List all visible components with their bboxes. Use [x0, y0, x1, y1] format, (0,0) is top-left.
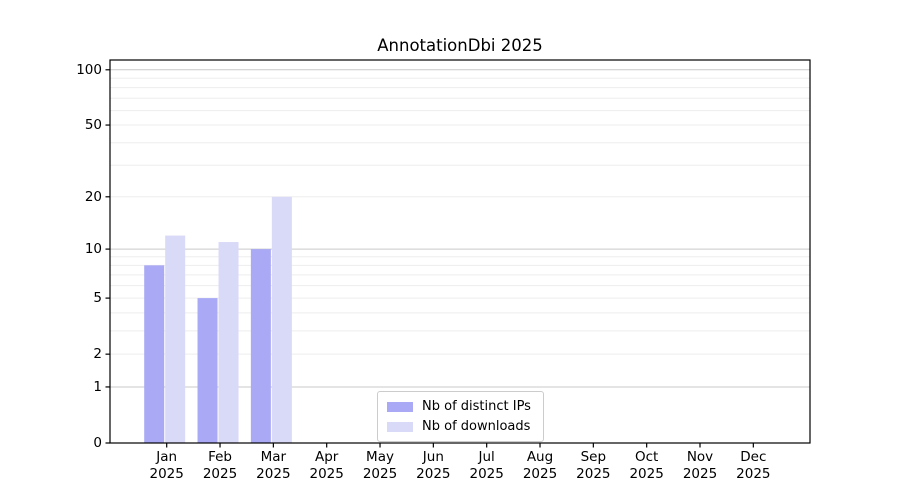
bar-jan-downloads	[165, 235, 186, 443]
legend-item-downloads: Nb of downloads	[387, 418, 534, 435]
chart-title: AnnotationDbi 2025	[377, 36, 543, 55]
bar-jan-distinct-ips	[144, 265, 165, 443]
y-tick-label-10: 10	[84, 241, 102, 258]
legend-label-distinct-ips: Nb of distinct IPs	[422, 399, 531, 414]
y-tick-label-20: 20	[84, 188, 102, 205]
x-tick-label-dec: Dec 2025	[736, 449, 771, 482]
y-tick-label-1: 1	[93, 378, 102, 395]
bar-feb-downloads	[218, 242, 239, 443]
legend: Nb of distinct IPs Nb of downloads	[377, 391, 544, 442]
x-tick-label-mar: Mar 2025	[256, 449, 291, 482]
x-tick-label-jun: Jun 2025	[416, 449, 451, 482]
legend-swatch-distinct-ips	[387, 401, 413, 412]
x-tick-label-jan: Jan 2025	[149, 449, 184, 482]
bar-feb-distinct-ips	[197, 298, 218, 443]
legend-swatch-downloads	[387, 421, 413, 432]
x-tick-label-jul: Jul 2025	[469, 449, 504, 482]
legend-label-downloads: Nb of downloads	[422, 419, 531, 434]
bar-mar-distinct-ips	[250, 249, 271, 443]
y-tick-label-2: 2	[93, 346, 102, 363]
x-tick-label-oct: Oct 2025	[629, 449, 664, 482]
x-tick-label-feb: Feb 2025	[202, 449, 238, 482]
x-tick-label-may: May 2025	[362, 449, 398, 482]
legend-item-distinct-ips: Nb of distinct IPs	[387, 398, 534, 415]
x-tick-label-apr: Apr 2025	[309, 449, 344, 482]
y-tick-label-100: 100	[76, 61, 102, 78]
bar-mar-downloads	[271, 196, 292, 443]
x-tick-label-sep: Sep 2025	[576, 449, 611, 482]
y-tick-label-0: 0	[93, 435, 102, 451]
x-tick-label-nov: Nov 2025	[682, 449, 718, 482]
axes-box	[109, 59, 811, 444]
y-tick-label-50: 50	[84, 117, 102, 134]
x-tick-label-aug: Aug 2025	[522, 449, 558, 482]
y-tick-label-5: 5	[93, 290, 102, 307]
